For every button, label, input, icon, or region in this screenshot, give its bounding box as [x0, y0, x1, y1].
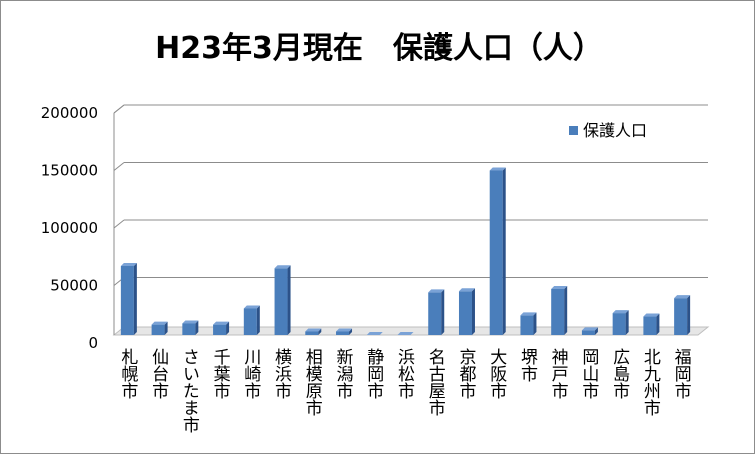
bar-front — [275, 268, 288, 335]
category-label: 京都市 — [455, 348, 476, 399]
bar — [305, 329, 321, 336]
category-label: 北九州市 — [640, 348, 661, 416]
bar-front — [336, 332, 349, 336]
gridline-depth — [114, 163, 124, 171]
bar-front — [613, 313, 626, 335]
category-label: 千葉市 — [210, 348, 231, 399]
bar-front — [213, 325, 226, 335]
bar-front — [674, 298, 687, 335]
bar-side — [626, 310, 629, 335]
bar — [582, 327, 598, 335]
bar-front — [459, 291, 472, 335]
bar-side — [288, 265, 291, 335]
bar-front — [582, 330, 595, 335]
y-tick-label: 100000 — [41, 219, 98, 237]
category-label: 静岡市 — [363, 348, 384, 399]
legend-swatch — [569, 126, 578, 135]
bar — [643, 314, 659, 335]
bar — [674, 295, 690, 335]
category-label: 相模原市 — [302, 348, 323, 416]
category-label: 広島市 — [609, 348, 630, 399]
legend-label: 保護人口 — [583, 121, 647, 140]
bar-front — [643, 317, 656, 335]
y-tick-label: 150000 — [41, 162, 98, 180]
bar-side — [564, 286, 567, 335]
bar — [275, 265, 291, 335]
bar-side — [257, 306, 260, 336]
bar — [551, 286, 567, 335]
category-label: 横浜市 — [271, 348, 292, 399]
category-label: さいたま市 — [179, 348, 200, 433]
bar — [490, 168, 506, 336]
category-label: 福岡市 — [671, 348, 692, 399]
bar-side — [503, 168, 506, 336]
category-label: 神戸市 — [548, 348, 569, 399]
bar — [613, 310, 629, 335]
y-tick-label: 50000 — [50, 277, 98, 295]
bar-side — [441, 289, 444, 335]
bar-side — [656, 314, 659, 335]
y-tick-label: 200000 — [41, 104, 98, 122]
category-label: 仙台市 — [148, 348, 169, 399]
gridline-depth — [114, 220, 124, 228]
bar-front — [182, 323, 195, 335]
y-tick-label: 0 — [88, 334, 98, 352]
bar — [182, 320, 198, 335]
bar-front — [490, 171, 503, 336]
bar — [121, 263, 137, 335]
bar — [336, 329, 352, 336]
bar — [244, 306, 260, 336]
bar-side — [134, 263, 137, 335]
bar — [213, 322, 229, 335]
bar — [459, 288, 475, 335]
bar-side — [687, 295, 690, 335]
bar-front — [520, 315, 533, 335]
y-axis-ticks: 0 50000 100000 150000 200000 — [41, 104, 98, 352]
bar — [152, 322, 168, 335]
bar-front — [121, 266, 134, 335]
bars — [121, 168, 690, 336]
bar-front — [551, 289, 564, 335]
bar-side — [533, 312, 536, 335]
category-label: 浜松市 — [394, 348, 415, 399]
bar — [428, 289, 444, 335]
category-label: 札幌市 — [117, 348, 138, 399]
bar-front — [244, 309, 257, 336]
bar — [520, 312, 536, 335]
bar-front — [305, 332, 318, 336]
y-axis-depth-line — [114, 105, 124, 113]
category-label: 堺市 — [517, 348, 538, 382]
category-label: 岡山市 — [578, 348, 599, 399]
bar-side — [472, 288, 475, 335]
category-label: 川崎市 — [240, 348, 261, 399]
chart-title: H23年3月現在 保護人口（人） — [155, 31, 603, 66]
x-axis-categories: 札幌市仙台市さいたま市千葉市川崎市横浜市相模原市新潟市静岡市浜松市名古屋市京都市… — [117, 348, 691, 433]
bar-front — [152, 325, 165, 335]
category-label: 名古屋市 — [425, 348, 446, 416]
legend: 保護人口 — [569, 121, 647, 140]
bar-front — [428, 292, 441, 335]
category-label: 大阪市 — [486, 348, 507, 399]
category-label: 新潟市 — [333, 348, 354, 399]
